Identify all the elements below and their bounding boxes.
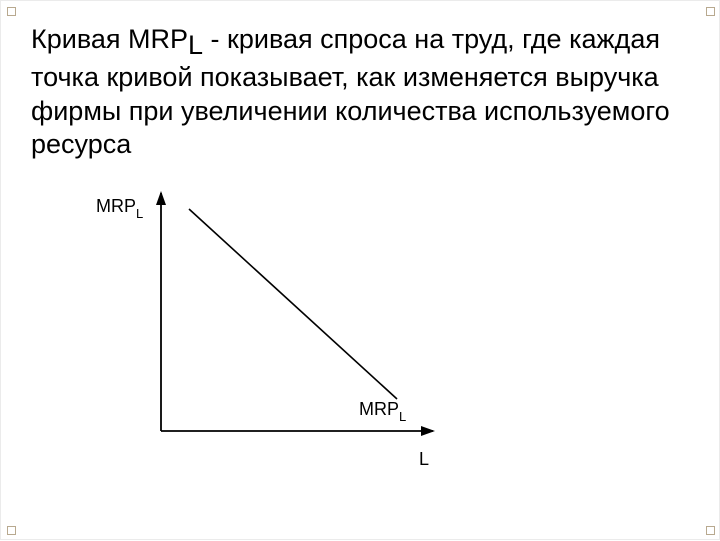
corner-mark [7,526,16,535]
corner-mark [706,526,715,535]
x-axis-label: L [419,449,429,470]
chart-area [1,1,720,541]
chart-svg [1,1,720,541]
y-axis-label-sub: L [136,206,143,221]
y-axis-label-pre: MRP [96,196,136,216]
slide-frame: Кривая MRPL - кривая спроса на труд, где… [0,0,720,540]
x-axis-label-text: L [419,449,429,469]
y-axis-label: MRPL [96,196,143,219]
corner-mark [7,7,16,16]
curve-label-sub: L [399,409,406,424]
corner-mark [706,7,715,16]
curve-label-pre: MRP [359,399,399,419]
curve-label: MRPL [359,399,406,422]
